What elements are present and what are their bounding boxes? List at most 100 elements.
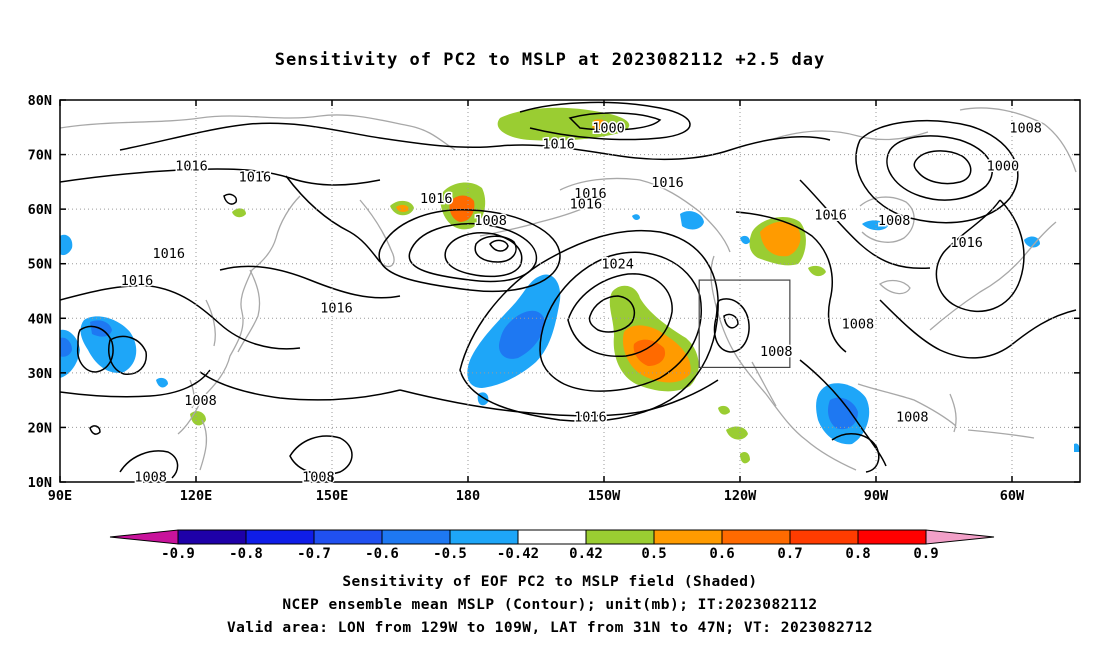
- sensitivity-shading: [60, 107, 1080, 464]
- contour-1008-west-us-2: [723, 313, 739, 329]
- colorbar-swatch: [517, 529, 587, 545]
- lat-tick-label: 60N: [28, 202, 52, 218]
- shade-positive-arctic: [497, 107, 630, 141]
- lat-tick-label: 30N: [28, 366, 52, 382]
- colorbar-label: 0.7: [777, 546, 802, 562]
- coast-taiwan: [189, 379, 195, 409]
- contour-high-outer: [459, 229, 719, 422]
- shade-positive-small: [232, 208, 246, 218]
- colorbar-low-extension: [109, 529, 179, 545]
- colorbar-label: -0.42: [497, 546, 539, 562]
- shade-negative-west-core: [60, 337, 72, 357]
- contour-label: 1016: [574, 186, 607, 202]
- contour-1016-asia: [60, 284, 301, 350]
- colorbar-label: -0.6: [365, 546, 399, 562]
- colorbar: -0.9 -0.8 -0.7 -0.6 -0.5 -0.42 0.42 0.5 0.6 0.7 0.…: [109, 529, 995, 562]
- contour-label: 1008: [896, 410, 929, 426]
- lat-tick-label: 20N: [28, 420, 52, 436]
- lat-tick-label: 70N: [28, 148, 52, 164]
- contour-1016-canada: [735, 211, 847, 353]
- contour-high-1024: [567, 273, 673, 358]
- shade-positive-mexico-2: [740, 452, 750, 464]
- contour-bering-low-2: [408, 222, 538, 283]
- contour-1008-canada: [799, 179, 931, 270]
- coast-great-lakes: [878, 279, 911, 295]
- shade-negative-small-2: [156, 377, 168, 388]
- lon-tick-label: 180: [456, 488, 480, 504]
- contour-label: 1008: [474, 213, 507, 229]
- colorbar-swatch: [857, 529, 927, 545]
- colorbar-swatch: [585, 529, 655, 545]
- coast-japan: [237, 269, 261, 353]
- contour-1016-low: [399, 379, 719, 417]
- contour-1008-west-us: [713, 298, 750, 353]
- contour-high-mid: [539, 251, 702, 392]
- shade-negative-hudson: [862, 220, 888, 231]
- contour-label: 1000: [987, 158, 1020, 174]
- colorbar-swatch: [313, 529, 383, 545]
- contour-label: 1008: [878, 213, 911, 229]
- contour-arctic-low: [519, 101, 691, 141]
- contour-label: 1016: [239, 169, 272, 185]
- coastlines: [60, 107, 1077, 471]
- contour-na-low-outer: [855, 119, 1019, 224]
- contour-1008-sw: [119, 450, 179, 479]
- contour-bering-low-5: [489, 239, 509, 252]
- contour-bering-low-1: [378, 209, 561, 293]
- colorbar-high-extension: [925, 529, 995, 545]
- colorbar-label: 0.42: [569, 546, 603, 562]
- valid-area-rectangle: [698, 279, 791, 369]
- lon-tick-label: 60W: [1000, 488, 1025, 504]
- colorbar-label: 0.6: [709, 546, 734, 562]
- shade-negative-bering: [680, 211, 704, 230]
- colorbar-swatch: [789, 529, 859, 545]
- contour-label: 1008: [134, 470, 167, 486]
- contour-high-inner: [588, 295, 636, 333]
- shade-positive-arctic-core: [592, 119, 609, 130]
- contour-label: 1008: [1009, 120, 1042, 136]
- colorbar-swatch: [653, 529, 723, 545]
- contour-label: 1016: [574, 410, 607, 426]
- coast-asia-east: [177, 195, 301, 435]
- contour-labels: 1000 1016 1016 1016 1016 1016 1016 1016 1016 1008…: [119, 119, 1043, 487]
- lat-tick-label: 40N: [28, 311, 52, 327]
- colorbar-label: -0.9: [161, 546, 195, 562]
- contour-label: 1016: [420, 191, 453, 207]
- contour-1008-south: [60, 369, 211, 398]
- shade-positive-mexico: [726, 426, 748, 440]
- colorbar-label: -0.7: [297, 546, 331, 562]
- contour-label: 1016: [814, 208, 847, 224]
- shade-positive-canada-core: [760, 221, 801, 257]
- coast-aleutians: [479, 207, 585, 237]
- contour-1008-mexico: [831, 433, 880, 473]
- lon-tick-label: 90E: [48, 488, 72, 504]
- coast-asia-north: [60, 114, 456, 151]
- contour-1016-sw: [199, 371, 401, 401]
- shade-negative-npac-core: [498, 310, 545, 359]
- contour-1016-east: [935, 199, 1025, 313]
- coast-na-east: [929, 221, 1057, 331]
- contour-1016-shoulder: [285, 175, 381, 263]
- footer-shading-description: Sensitivity of EOF PC2 to MSLP field (Sh…: [342, 574, 758, 590]
- footer-valid-area: Valid area: LON from 129W to 109W, LAT f…: [226, 620, 874, 636]
- lat-tick-label: 80N: [28, 93, 52, 109]
- coast-caribbean: [967, 429, 1035, 439]
- contour-1008-east: [879, 299, 1077, 359]
- shade-negative-gulf-core: [828, 397, 858, 430]
- contour-1016-north: [119, 122, 831, 161]
- lon-tick-label: 120W: [724, 488, 757, 504]
- colorbar-swatch: [721, 529, 791, 545]
- coast-florida: [949, 393, 957, 433]
- shade-positive-epac-peak: [633, 339, 666, 366]
- lon-tick-label: 120E: [180, 488, 213, 504]
- colorbar-label: 0.9: [913, 546, 938, 562]
- shade-negative-tibet: [60, 234, 73, 256]
- contour-label: 1016: [153, 246, 186, 262]
- colorbar-label: -0.5: [433, 546, 467, 562]
- contour-label: 1016: [651, 175, 684, 191]
- contour-1008-china: [76, 325, 114, 373]
- shade-positive-bering-core: [449, 195, 475, 222]
- colorbar-swatch: [177, 529, 247, 545]
- contour-label: 1016: [175, 158, 208, 174]
